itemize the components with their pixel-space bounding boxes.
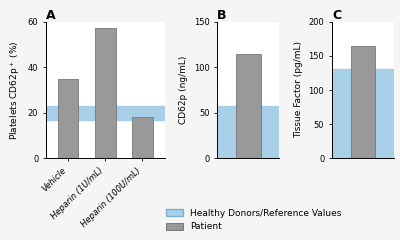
Bar xyxy=(46,106,165,120)
Bar xyxy=(236,54,260,158)
Text: B: B xyxy=(217,9,227,22)
Y-axis label: Platelets CD62p$^+$ (%): Platelets CD62p$^+$ (%) xyxy=(8,40,22,140)
Y-axis label: Tissue Factor (pg/mL): Tissue Factor (pg/mL) xyxy=(294,42,303,138)
Bar xyxy=(332,70,394,158)
Bar xyxy=(95,29,116,158)
Text: A: A xyxy=(46,9,56,22)
Text: C: C xyxy=(332,9,341,22)
Bar xyxy=(217,106,279,158)
Bar xyxy=(351,46,375,158)
Y-axis label: CD62p (ng/mL): CD62p (ng/mL) xyxy=(179,56,188,124)
Bar xyxy=(58,79,78,158)
Legend: Healthy Donors/Reference Values, Patient: Healthy Donors/Reference Values, Patient xyxy=(164,207,343,233)
Bar xyxy=(132,117,153,158)
